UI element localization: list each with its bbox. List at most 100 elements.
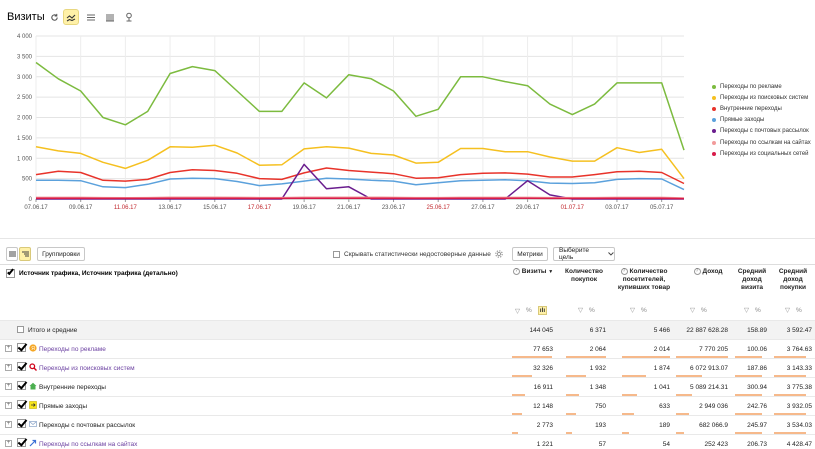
area-chart-button[interactable] — [83, 9, 99, 25]
filter-icon[interactable]: ▽ — [785, 307, 790, 314]
row-label[interactable]: Переходы из поисковых систем — [39, 365, 135, 372]
share-bar — [735, 356, 763, 358]
legend-item-3[interactable]: Прямые заходы — [712, 115, 815, 126]
groupings-button[interactable]: Группировки — [37, 247, 85, 261]
percent-icon[interactable]: % — [755, 306, 761, 314]
series-line-3 — [36, 177, 685, 191]
gear-icon[interactable] — [495, 250, 503, 258]
cell-avg-purchase: 3 534.03 — [786, 422, 812, 429]
col-header-avg-visit-revenue[interactable]: Средний доход визита — [737, 268, 767, 291]
legend-label: Переходы из социальных сетей — [720, 150, 809, 157]
cell-visits: 12 148 — [533, 403, 553, 410]
expand-toggle[interactable]: + — [5, 421, 12, 428]
map-button[interactable] — [121, 9, 137, 25]
goal-select[interactable]: Выберите цель — [553, 247, 615, 261]
section-divider — [0, 238, 815, 239]
cell-avg-purchase: 4 428.47 — [786, 441, 812, 448]
row-checkbox[interactable] — [17, 343, 26, 352]
row-label[interactable]: Переходы по ссылкам на сайтах — [39, 441, 138, 448]
x-tick-label: 11.06.17 — [114, 205, 138, 211]
row-checkbox[interactable] — [17, 419, 26, 428]
line-chart-button[interactable] — [63, 9, 79, 25]
total-buyers: 5 466 — [653, 327, 670, 334]
table-row[interactable]: + Я Переходы по рекламе 77 653 2 064 2 014 7 7… — [0, 339, 815, 358]
col-header-buyers[interactable]: ? Количество посетителей, купивших товар — [617, 268, 671, 292]
expand-toggle[interactable]: + — [5, 440, 12, 447]
dimension-header[interactable]: Источник трафика, Источник трафика (дета… — [6, 267, 178, 278]
visits-line-chart: 0 500 1 000 1 500 2 000 2 500 3 000 3 500 4 000 0… — [0, 32, 815, 217]
cell-avg-visit: 245.97 — [747, 422, 767, 429]
series-line-2 — [35, 167, 685, 185]
bar-chart-button[interactable] — [102, 9, 118, 25]
col-header-revenue[interactable]: ? Доход — [686, 268, 730, 276]
list-view-button[interactable] — [6, 247, 18, 261]
tree-view-button[interactable] — [19, 247, 31, 261]
select-all-checkbox[interactable] — [6, 267, 15, 278]
table-row[interactable]: + Переходы с почтовых рассылок 2 773 193 189… — [0, 415, 815, 434]
row-checkbox[interactable] — [17, 362, 26, 371]
col-header-visits[interactable]: ? Визиты ▼ — [510, 268, 556, 276]
revenue-column-tools: ▽% — [690, 306, 707, 315]
filter-icon[interactable]: ▽ — [630, 307, 635, 314]
hide-unreliable-toggle[interactable]: Скрывать статистически недостоверные дан… — [333, 250, 503, 258]
refresh-button[interactable] — [46, 9, 62, 25]
row-checkbox[interactable] — [17, 400, 26, 409]
percent-icon[interactable]: % — [701, 306, 707, 314]
row-checkbox[interactable] — [17, 381, 26, 390]
legend-color-dot — [712, 129, 716, 134]
legend-label: Переходы из поисковых систем — [720, 94, 809, 101]
report-header: Визиты — [0, 0, 815, 32]
row-label[interactable]: Переходы по рекламе — [39, 346, 106, 353]
percent-icon[interactable]: % — [796, 306, 802, 314]
table-row[interactable]: + Прямые заходы 12 148 750 633 2 949 036 242.7… — [0, 396, 815, 415]
share-bar — [622, 394, 638, 396]
bar-mini-icon[interactable]: ılı — [537, 306, 548, 315]
legend-item-5[interactable]: Переходы по ссылкам на сайтах — [712, 137, 815, 148]
share-bar — [566, 356, 606, 358]
legend-item-2[interactable]: Внутренние переходы — [712, 103, 815, 114]
legend-color-dot — [712, 95, 716, 100]
y-tick-label: 4 000 — [17, 34, 33, 40]
table-row-total: Итого и средние 144 045 6 371 5 466 22 8… — [0, 320, 815, 339]
table-row[interactable]: + Переходы по ссылкам на сайтах 1 221 57 54 2… — [0, 434, 815, 449]
filter-icon[interactable]: ▽ — [690, 307, 695, 314]
chart-legend: Переходы по рекламе Переходы из поисковых… — [712, 81, 815, 159]
hide-unreliable-checkbox[interactable] — [333, 250, 340, 258]
filter-icon[interactable]: ▽ — [515, 307, 520, 315]
map-pin-icon — [126, 12, 132, 22]
x-tick-label: 13.06.17 — [158, 205, 182, 211]
legend-item-0[interactable]: Переходы по рекламе — [712, 81, 815, 92]
x-tick-label: 19.06.17 — [292, 205, 316, 211]
expand-toggle[interactable]: + — [5, 402, 12, 409]
legend-item-1[interactable]: Переходы из поисковых систем — [712, 92, 815, 103]
filter-icon[interactable]: ▽ — [744, 307, 749, 314]
share-bar — [735, 394, 763, 396]
expand-toggle[interactable]: + — [5, 345, 12, 352]
percent-icon[interactable]: % — [526, 307, 532, 314]
legend-item-4[interactable]: Переходы с почтовых рассылок — [712, 126, 815, 137]
legend-item-6[interactable]: Переходы из социальных сетей — [712, 148, 815, 159]
percent-icon[interactable]: % — [641, 306, 647, 314]
cell-avg-visit: 206.73 — [747, 441, 767, 448]
expand-toggle[interactable]: + — [5, 383, 12, 390]
col-header-purchases[interactable]: Количество покупок — [565, 268, 603, 283]
filter-icon[interactable]: ▽ — [578, 307, 583, 314]
x-tick-label: 09.06.17 — [69, 205, 93, 211]
cell-buyers: 1 041 — [653, 384, 670, 391]
legend-color-dot — [712, 118, 716, 123]
bar-chart-icon — [106, 13, 114, 21]
row-checkbox[interactable] — [17, 438, 26, 447]
total-row-checkbox[interactable] — [17, 326, 24, 333]
hide-unreliable-label: Скрывать статистически недостоверные дан… — [344, 250, 491, 258]
share-bar — [622, 375, 646, 377]
y-tick-label: 2 000 — [17, 116, 33, 122]
table-row[interactable]: + Внутренние переходы 16 911 1 348 1 041 5 08… — [0, 377, 815, 396]
col-header-avg-purchase-revenue[interactable]: Средний доход покупки — [778, 268, 808, 291]
cell-visits: 32 326 — [533, 365, 553, 372]
percent-icon[interactable]: % — [589, 306, 595, 314]
expand-toggle[interactable]: + — [5, 364, 12, 371]
metrics-button[interactable]: Метрики — [512, 247, 548, 261]
share-bar — [774, 375, 807, 377]
avg-purchase-column-tools: ▽% — [785, 306, 802, 315]
table-row[interactable]: + Переходы из поисковых систем 32 326 1 932… — [0, 358, 815, 377]
